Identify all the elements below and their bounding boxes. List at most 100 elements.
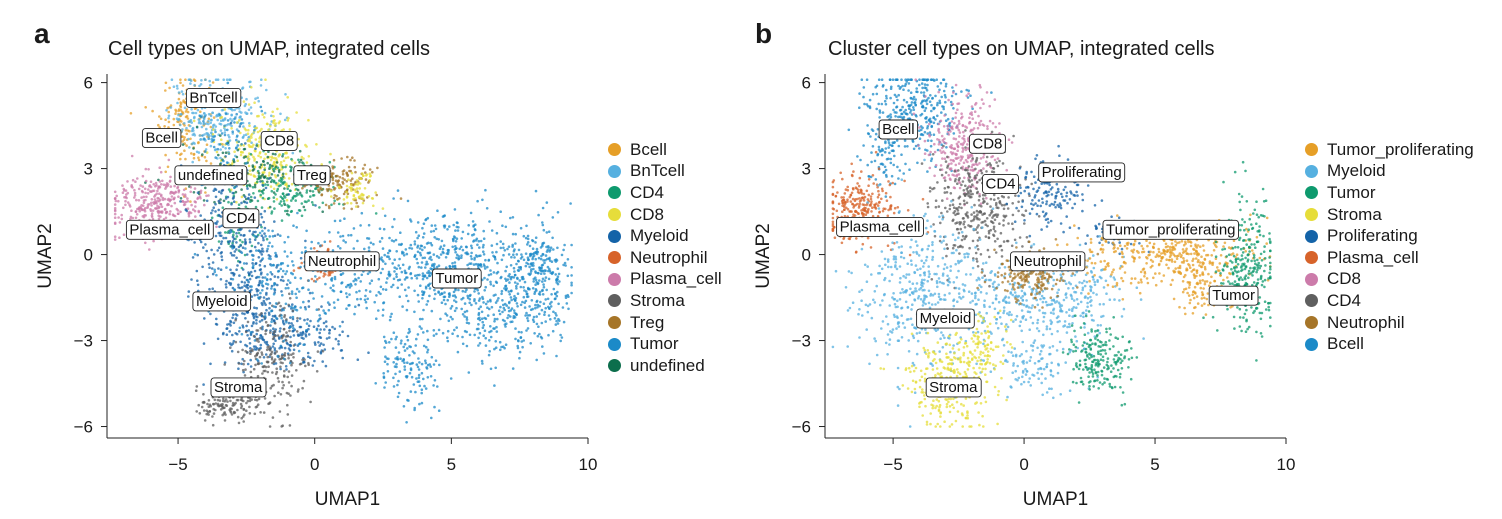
data-point [300, 251, 304, 254]
data-point [243, 359, 246, 363]
data-point [363, 247, 366, 251]
data-point [252, 155, 255, 159]
legend-swatch [608, 164, 621, 178]
data-point [956, 108, 959, 111]
data-point [265, 308, 268, 312]
data-point [380, 258, 384, 262]
data-point [507, 314, 510, 317]
data-point [480, 317, 484, 321]
data-point [249, 270, 253, 274]
data-point [244, 240, 247, 243]
data-point [555, 354, 558, 358]
data-point [258, 129, 262, 133]
data-point [177, 113, 180, 117]
data-point [158, 180, 162, 183]
data-point [890, 174, 894, 178]
data-point [280, 179, 283, 182]
data-point [249, 106, 253, 109]
data-point [238, 119, 241, 122]
data-point [453, 208, 457, 211]
data-point [509, 264, 513, 267]
data-point [184, 128, 188, 132]
data-point [273, 287, 276, 291]
data-point [504, 269, 507, 273]
data-point [332, 301, 336, 304]
data-point [909, 91, 913, 94]
data-point [276, 174, 280, 177]
data-point [144, 206, 147, 210]
data-point [231, 342, 235, 345]
data-point [359, 224, 362, 227]
data-point [494, 293, 497, 297]
data-point [261, 183, 265, 187]
data-point [911, 140, 915, 143]
data-point [488, 220, 491, 223]
data-point [343, 217, 346, 220]
data-point [239, 131, 242, 135]
data-point [240, 118, 244, 121]
data-point [356, 358, 360, 362]
data-point [424, 285, 428, 289]
data-point [468, 333, 472, 337]
data-point [561, 306, 565, 309]
data-point [392, 240, 396, 243]
data-point [185, 132, 189, 136]
data-point [231, 191, 235, 195]
data-point [298, 363, 302, 366]
data-point [918, 137, 922, 140]
data-point [940, 95, 943, 99]
data-point [267, 177, 271, 180]
data-point [206, 275, 209, 279]
data-point [367, 246, 371, 249]
data-point [270, 114, 273, 118]
data-point [148, 203, 151, 206]
data-point [199, 240, 203, 244]
data-point [461, 342, 465, 346]
data-point [266, 183, 270, 187]
data-point [292, 194, 296, 198]
data-point [902, 88, 905, 91]
data-point [184, 110, 188, 113]
data-point [490, 244, 494, 247]
data-point [406, 347, 409, 350]
cluster-tumor [481, 189, 573, 358]
data-point [246, 362, 250, 366]
data-point [962, 148, 965, 151]
data-point [165, 210, 168, 214]
data-point [153, 198, 157, 201]
data-point [204, 150, 207, 153]
data-point [405, 308, 409, 312]
data-point [287, 321, 291, 325]
data-point [548, 250, 551, 253]
data-point [202, 246, 205, 249]
data-point [147, 188, 150, 191]
data-point [247, 193, 251, 196]
data-point [266, 247, 269, 251]
data-point [146, 192, 150, 195]
data-point [254, 147, 257, 150]
data-point [375, 317, 378, 321]
data-point [441, 215, 445, 218]
cluster-label: Bcell [141, 128, 182, 149]
data-point [355, 290, 358, 294]
data-point [570, 281, 573, 285]
data-point [270, 358, 274, 361]
data-point [355, 187, 359, 190]
data-point [456, 221, 459, 225]
data-point [282, 194, 286, 198]
data-point [927, 96, 930, 100]
data-point [313, 359, 316, 363]
data-point [168, 212, 171, 216]
data-point [930, 139, 933, 143]
data-point [379, 271, 383, 275]
data-point [973, 110, 977, 113]
data-point [570, 283, 573, 287]
data-point [889, 157, 893, 161]
data-point [953, 121, 956, 125]
cluster-label-text: Myeloid [196, 293, 248, 310]
data-point [281, 153, 285, 156]
data-point [219, 123, 223, 126]
data-point [142, 201, 146, 204]
data-point [417, 373, 421, 377]
data-point [364, 289, 368, 292]
